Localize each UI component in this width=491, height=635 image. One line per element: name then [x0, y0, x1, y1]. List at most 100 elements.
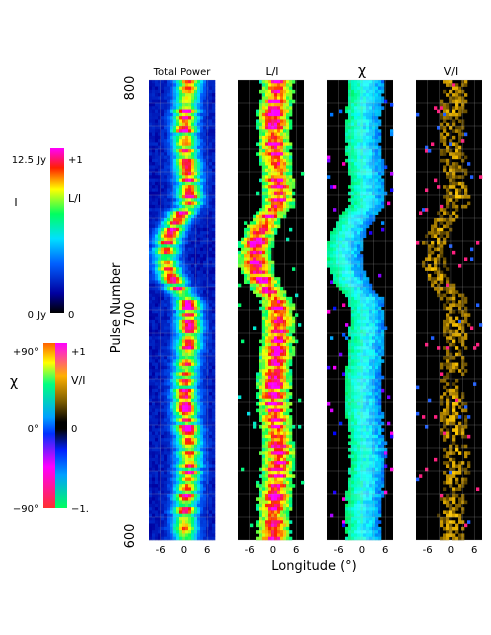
- heatmap-cell: [206, 362, 210, 367]
- heatmap-cell: [173, 339, 177, 344]
- heatmap-cell: [185, 467, 189, 472]
- heatmap-cell: [289, 112, 293, 117]
- heatmap-cell: [158, 438, 162, 442]
- heatmap-cell: [176, 293, 180, 298]
- heatmap-cell: [268, 224, 272, 229]
- heatmap-cell: [182, 536, 186, 541]
- heatmap-cell: [185, 487, 189, 492]
- heatmap-cell: [164, 474, 168, 478]
- heatmap-cell: [167, 313, 171, 317]
- heatmap-cell: [271, 336, 275, 340]
- heatmap-cell: [265, 306, 269, 311]
- heatmap-cell: [259, 106, 263, 110]
- heatmap-cell: [164, 438, 168, 442]
- heatmap-cell: [185, 316, 189, 321]
- heatmap-cell: [167, 526, 171, 531]
- heatmap-cell: [179, 296, 183, 301]
- heatmap-cell: [200, 441, 204, 446]
- heatmap-cell: [280, 336, 284, 340]
- heatmap-cell: [188, 503, 192, 508]
- heatmap-cell: [212, 175, 216, 179]
- heatmap-cell: [274, 188, 278, 193]
- heatmap-cell: [259, 520, 263, 524]
- heatmap-cell: [247, 250, 251, 255]
- heatmap-cell: [152, 214, 156, 219]
- heatmap-cell: [203, 135, 207, 140]
- heatmap-cell: [212, 306, 216, 311]
- heatmap-cell: [286, 372, 290, 377]
- heatmap-cell: [357, 109, 361, 114]
- heatmap-cell: [277, 441, 281, 446]
- heatmap-cell: [274, 277, 278, 281]
- heatmap-cell: [265, 346, 269, 350]
- heatmap-cell: [369, 109, 373, 114]
- heatmap-cell: [200, 369, 204, 373]
- heatmap-cell: [161, 116, 165, 120]
- heatmap-cell: [262, 388, 266, 393]
- heatmap-cell: [363, 116, 367, 120]
- heatmap-cell: [164, 323, 168, 327]
- heatmap-cell: [268, 477, 272, 482]
- heatmap-cell: [149, 444, 153, 449]
- heatmap-cell: [191, 152, 195, 156]
- heatmap-cell: [200, 415, 204, 419]
- heatmap-cell: [176, 273, 180, 278]
- heatmap-cell: [164, 257, 168, 262]
- heatmap-cell: [173, 484, 177, 488]
- heatmap-cell: [173, 513, 177, 518]
- heatmap-cell: [209, 533, 213, 538]
- heatmap-cell: [158, 287, 162, 291]
- heatmap-cell: [149, 188, 153, 193]
- heatmap-cell: [158, 477, 162, 482]
- heatmap-cell: [292, 178, 296, 183]
- heatmap-cell: [152, 178, 156, 183]
- heatmap-cell: [155, 273, 159, 278]
- heatmap-cell: [170, 244, 174, 248]
- heatmap-cell: [378, 119, 382, 124]
- heatmap-cell: [209, 448, 213, 452]
- heatmap-cell: [354, 119, 358, 124]
- heatmap-cell: [280, 201, 284, 206]
- heatmap-cell: [185, 480, 189, 485]
- heatmap-cell: [173, 530, 177, 534]
- heatmap-cell: [200, 533, 204, 538]
- heatmap-cell: [152, 300, 156, 304]
- heatmap-cell: [179, 175, 183, 179]
- heatmap-cell: [191, 494, 195, 498]
- heatmap-cell: [191, 510, 195, 515]
- heatmap-cell: [274, 290, 278, 294]
- heatmap-cell: [164, 346, 168, 350]
- heatmap-cell: [200, 270, 204, 275]
- heatmap-cell: [262, 198, 266, 202]
- heatmap-cell: [164, 303, 168, 308]
- heatmap-cell: [274, 517, 278, 521]
- heatmap-cell: [277, 139, 281, 143]
- heatmap-cell: [161, 287, 165, 291]
- heatmap-cell: [244, 280, 248, 285]
- heatmap-cell: [197, 290, 201, 294]
- heatmap-cell: [375, 83, 379, 87]
- heatmap-cell: [256, 287, 260, 291]
- heatmap-cell: [152, 257, 156, 262]
- heatmap-cell: [354, 96, 358, 101]
- heatmap-cell: [191, 352, 195, 357]
- heatmap-cell: [182, 116, 186, 120]
- heatmap-cell: [179, 480, 183, 485]
- heatmap-cell: [250, 227, 254, 232]
- heatmap-cell: [182, 149, 186, 153]
- heatmap-cell: [161, 342, 165, 347]
- heatmap-cell: [155, 405, 159, 409]
- heatmap-cell: [164, 365, 168, 370]
- heatmap-cell: [212, 339, 216, 344]
- heatmap-cell: [354, 116, 358, 120]
- heatmap-cell: [191, 231, 195, 235]
- heatmap-cell: [274, 382, 278, 386]
- heatmap-cell: [274, 369, 278, 373]
- heatmap-cell: [191, 319, 195, 324]
- heatmap-cell: [262, 119, 266, 124]
- heatmap-cell: [170, 526, 174, 531]
- heatmap-cell: [185, 536, 189, 541]
- heatmap-cell: [268, 178, 272, 183]
- heatmap-cell: [164, 290, 168, 294]
- heatmap-cell: [277, 339, 281, 344]
